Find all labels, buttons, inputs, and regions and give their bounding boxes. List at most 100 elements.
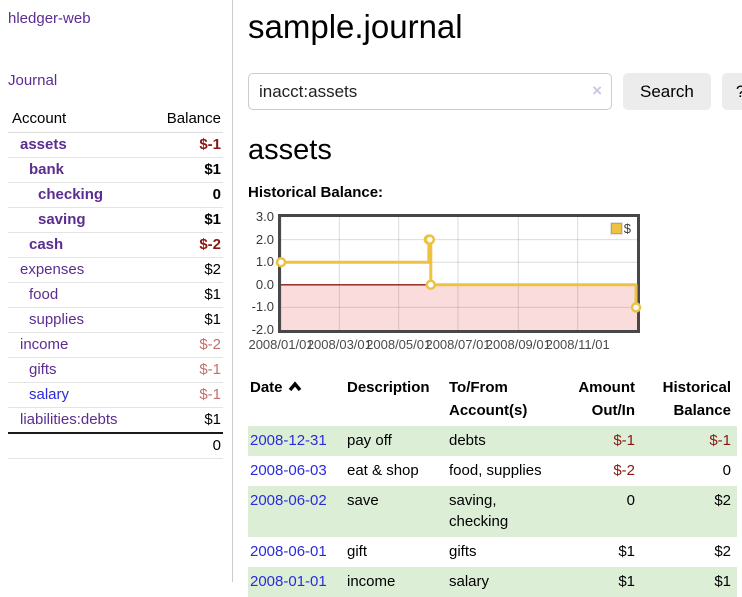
account-row: income $-2 [8,332,223,358]
accounts-header-account: Account [8,106,148,133]
account-balance-value: $1 [147,282,223,308]
sidebar: hledger-web Journal Account Balance asse… [0,0,233,582]
sidebar-account-link[interactable]: liabilities:debts [20,411,118,428]
data-point-marker [425,279,437,291]
sidebar-account-link[interactable]: supplies [29,311,85,328]
transaction-date-link[interactable]: 2008-12-31 [250,432,327,449]
transaction-date-link[interactable]: 2008-06-01 [250,543,327,560]
account-row: bank $1 [8,157,223,183]
clear-search-icon[interactable]: × [592,81,602,100]
negative-region [281,284,637,330]
account-balance-value: $-1 [147,357,223,383]
transaction-description: eat & shop [347,461,419,479]
register-header-description: Description [347,379,430,396]
chart-legend: $ [608,220,633,237]
help-button[interactable]: ? [721,73,742,110]
transaction-accounts: food, supplies [449,461,542,479]
transaction-date-link[interactable]: 2008-01-01 [250,572,327,590]
sidebar-account-link[interactable]: bank [29,161,65,178]
register-header-date-label: Date [250,379,283,396]
transaction-row: 2008-06-02 save saving, checking 0 $2 [248,485,737,537]
transaction-date-link[interactable]: 2008-06-03 [250,461,327,479]
y-axis-tick-label: 1.0 [255,254,274,270]
sidebar-account-link[interactable]: expenses [20,261,85,278]
transaction-description: pay off [347,432,392,449]
account-row: salary $-1 [8,382,223,408]
accounts-header-row: Account Balance [8,106,223,133]
transaction-date-link[interactable]: 2008-06-02 [250,491,327,509]
account-row: assets $-1 [8,132,223,158]
page-title: sample.journal [248,8,463,45]
transaction-balance: $2 [714,491,731,509]
transaction-description: gift [347,543,368,560]
sidebar-account-link[interactable]: income [20,336,69,353]
account-balance-value: $-2 [147,232,223,258]
x-axis-tick-label: 2008/03/01 [306,337,372,352]
sort-ascending-icon [288,381,301,392]
transaction-balance: 0 [722,461,731,479]
transaction-row: 2008-12-31 pay off debts $-1 $-1 [248,426,737,456]
sidebar-item-journal[interactable]: Journal [8,72,58,89]
legend-swatch-icon [610,223,622,234]
x-axis-tick-label: 2008/05/01 [366,337,432,352]
transaction-accounts: debts [449,432,486,449]
register-header-row: Date Description To/From Account(s) Amou… [248,375,737,426]
account-row: cash $-2 [8,232,223,258]
search-button[interactable]: Search [623,73,711,110]
account-balance-value: $1 [147,157,223,183]
transaction-balance: $2 [714,543,731,560]
account-balance-value: 0 [147,182,223,208]
transaction-row: 2008-06-03 eat & shop food, supplies $-2 0 [248,456,737,486]
sidebar-account-link[interactable]: gifts [29,361,57,378]
data-point-marker [630,302,642,313]
transaction-amount: $-1 [613,432,635,449]
transaction-row: 2008-06-01 gift gifts $1 $2 [248,537,737,567]
x-axis-tick-label: 2008/01/01 [248,337,314,352]
account-row: expenses $2 [8,257,223,283]
app-title-link[interactable]: hledger-web [8,10,91,27]
transaction-accounts: gifts [449,543,477,560]
historical-balance-chart: $ 3.0 2.0 1.0 0.0 -1.0 -2.0 2008/01/01 2008/03/… [248,209,742,357]
x-axis-tick-label: 2008/07/01 [425,337,491,352]
y-axis-tick-label: 2.0 [255,231,274,247]
y-axis-tick-label: 3.0 [255,209,274,224]
sidebar-account-link[interactable]: cash [29,236,64,253]
search-row: × Search ? [248,73,742,110]
register-header-date[interactable]: Date [248,375,345,426]
data-point-marker [275,256,287,268]
account-balance-value: $-2 [147,332,223,358]
transaction-balance: $-1 [709,432,731,449]
sidebar-account-link[interactable]: food [29,286,59,303]
account-row: checking 0 [8,182,223,208]
transaction-amount: $1 [618,543,635,560]
account-row: gifts $-1 [8,357,223,383]
account-balance-value: $-1 [147,382,223,408]
transaction-description: save [347,491,379,509]
chart-canvas [275,217,642,330]
register-header-amount: Amount Out/In [578,379,635,419]
search-input[interactable] [248,73,612,110]
accounts-total-value: 0 [147,432,223,459]
account-row: supplies $1 [8,307,223,333]
account-heading: assets [248,134,332,166]
sidebar-account-link[interactable]: salary [29,386,70,403]
accounts-table: Account Balance assets $-1 bank $1 checking 0… [8,106,223,459]
account-row: food $1 [8,282,223,308]
x-axis-tick-label: 2008/09/01 [485,337,551,352]
main-content: sample.journal × Search ? assets Histori… [233,0,742,597]
sidebar-account-link[interactable]: checking [38,186,104,203]
x-axis-tick-label: 2008/11/01 [545,337,610,352]
account-balance-value: $1 [147,307,223,333]
search-box: × [248,73,612,110]
account-row: liabilities:debts $1 [8,408,223,434]
transaction-accounts: saving, checking [449,491,509,531]
account-balance-value: $-1 [147,132,223,158]
accounts-header-balance: Balance [147,106,223,133]
chart-heading: Historical Balance: [248,184,384,201]
register-table: Date Description To/From Account(s) Amou… [248,375,737,597]
transaction-amount: $-2 [613,461,635,479]
sidebar-account-link[interactable]: assets [20,136,67,153]
transaction-amount: 0 [626,491,635,509]
sidebar-account-link[interactable]: saving [38,211,86,228]
